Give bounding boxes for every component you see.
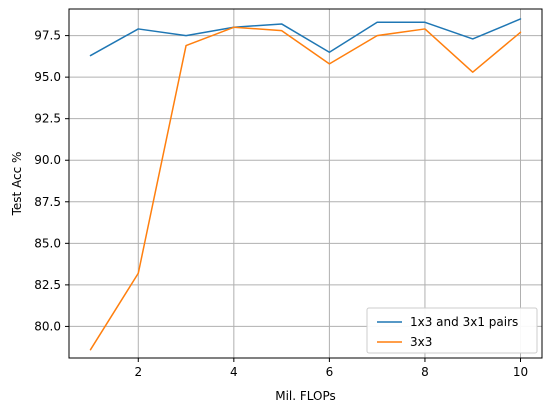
x-tick-label: 10 — [513, 365, 528, 379]
x-tick-label: 2 — [134, 365, 142, 379]
y-tick-label: 92.5 — [34, 112, 61, 126]
y-tick-label: 95.0 — [34, 70, 61, 84]
tick-layer: 2 4 6 8 10 80.0 82.5 85.0 87.5 90.0 92.5 95.0 97.5 — [34, 29, 528, 379]
y-tick-label: 82.5 — [34, 278, 61, 292]
y-tick-label: 85.0 — [34, 236, 61, 250]
y-tick-label: 97.5 — [34, 29, 61, 43]
y-axis-label: Test Acc % — [10, 152, 24, 217]
legend-label-3x3: 3x3 — [410, 335, 432, 349]
y-tick-label: 80.0 — [34, 319, 61, 333]
plot-frame — [68, 8, 543, 359]
x-tick-label: 4 — [230, 365, 238, 379]
y-tick-label: 87.5 — [34, 195, 61, 209]
legend-label-1x3-and-3x1-pairs: 1x3 and 3x1 pairs — [410, 315, 518, 329]
series-line-1x3-and-3x1-pairs — [89, 18, 522, 57]
series-layer — [89, 18, 522, 351]
legend-box — [366, 307, 538, 354]
legend: 1x3 and 3x1 pairs 3x3 — [366, 307, 538, 354]
x-axis-label: Mil. FLOPs — [275, 389, 336, 403]
y-tick-label: 90.0 — [34, 153, 61, 167]
grid-layer — [69, 9, 542, 358]
x-tick-label: 6 — [326, 365, 334, 379]
series-line-3x3 — [89, 26, 522, 351]
x-tick-label: 8 — [421, 365, 429, 379]
